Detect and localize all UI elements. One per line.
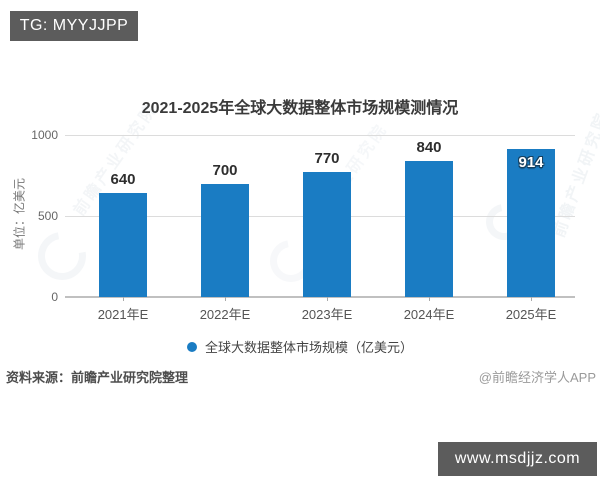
publisher-credit: @前瞻经济学人APP xyxy=(478,370,596,385)
bar-2025年E xyxy=(507,148,555,297)
y-tick-label: 1000 xyxy=(31,128,58,142)
x-axis-tick xyxy=(429,297,430,301)
legend-label: 全球大数据整体市场规模（亿美元） xyxy=(204,340,413,355)
website-badge: www.msdjjz.com xyxy=(438,442,597,476)
data-source-note: 资料来源：前瞻产业研究院整理 xyxy=(6,370,189,385)
bar-2022年E xyxy=(201,183,249,297)
x-axis-label: 2021年E xyxy=(97,307,149,322)
chart-title: 2021-2025年全球大数据整体市场规模测情况 xyxy=(141,100,459,117)
gridline-0 xyxy=(65,296,575,298)
chart-legend: 全球大数据整体市场规模（亿美元） xyxy=(0,337,600,356)
bar-value-label: 840 xyxy=(416,138,442,156)
bar-2021年E xyxy=(99,193,147,297)
x-axis-tick xyxy=(327,297,328,301)
bar-2023年E xyxy=(303,172,351,297)
x-axis-label: 2022年E xyxy=(199,307,251,322)
bar-value-label: 914 xyxy=(518,153,544,171)
x-axis-tick xyxy=(225,297,226,301)
legend-marker-icon xyxy=(186,341,197,352)
x-axis-tick xyxy=(531,297,532,301)
y-tick-label: 0 xyxy=(51,290,58,304)
gridline-1000 xyxy=(65,135,575,136)
x-axis-tick xyxy=(123,297,124,301)
plot-area: 640 2021年E 700 2022年E 770 2023年E 840 2024年E 914 2… xyxy=(65,135,575,322)
x-axis-label: 2025年E xyxy=(505,307,557,322)
bar-value-label: 640 xyxy=(110,171,136,189)
y-tick-label: 500 xyxy=(37,209,58,223)
tg-badge: TG: MYYJJPP xyxy=(10,11,138,41)
x-axis-label: 2024年E xyxy=(403,307,455,322)
bar-2024年E xyxy=(405,160,453,297)
bar-value-label: 700 xyxy=(212,161,238,179)
bar-value-label: 770 xyxy=(314,150,340,168)
x-axis-label: 2023年E xyxy=(301,307,353,322)
